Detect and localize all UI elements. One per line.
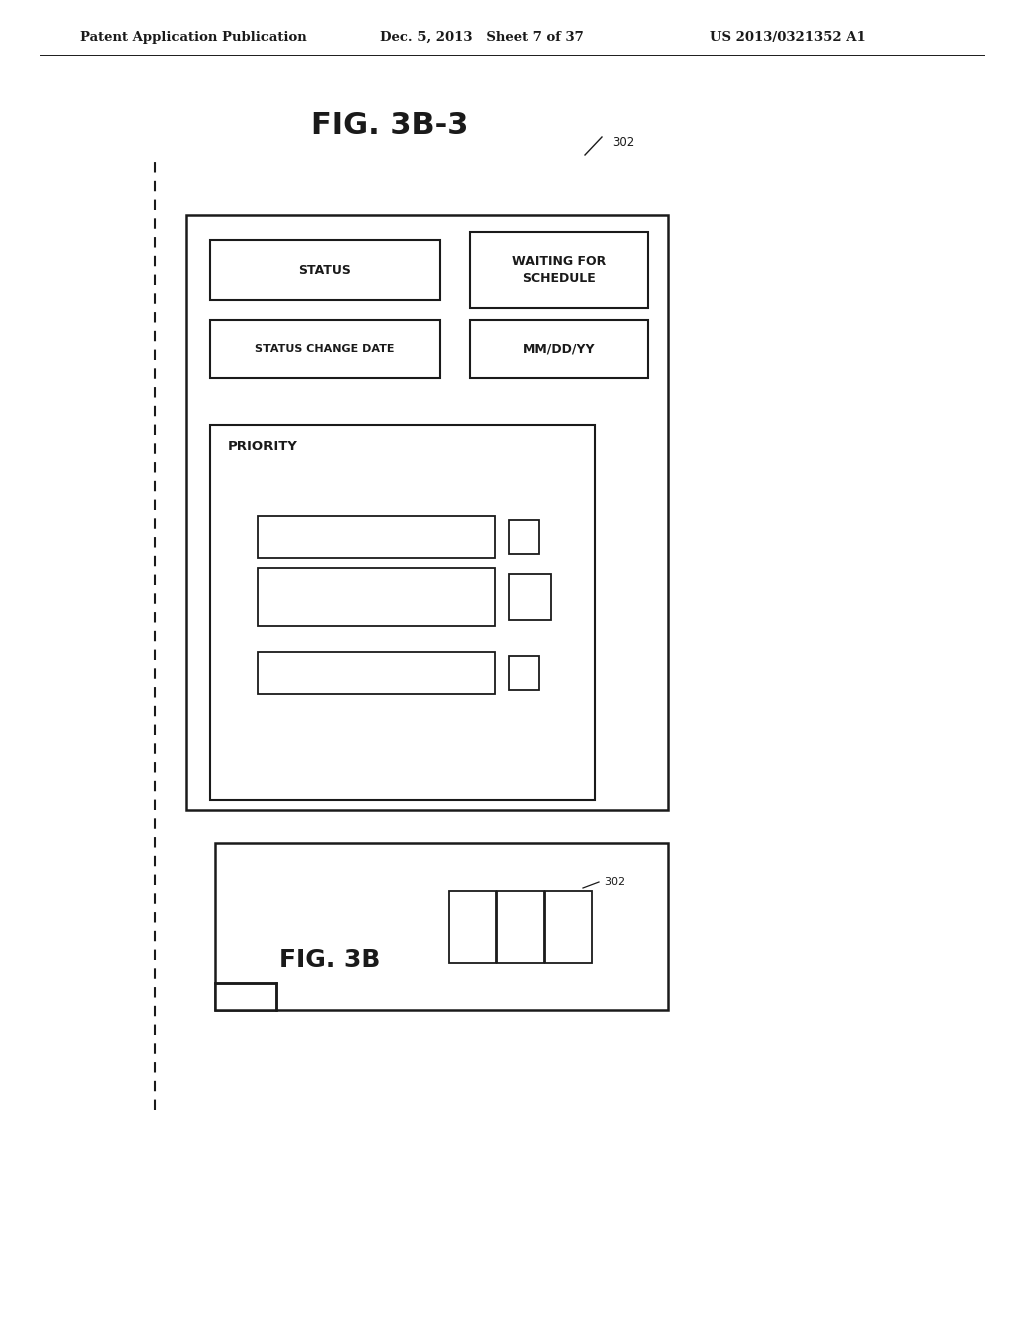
Text: JUSTIFICATION OF
PRIORITY: JUSTIFICATION OF PRIORITY [321,586,432,609]
Text: Patent Application Publication: Patent Application Publication [80,30,307,44]
Text: MM/DD/YY: MM/DD/YY [522,342,595,355]
Text: FIG.
3B-2: FIG. 3B-2 [507,916,534,937]
Bar [258,516,495,558]
Bar [470,232,648,308]
Bar [210,240,440,300]
Bar [215,983,276,1010]
Text: FIG.
3B-3: FIG. 3B-3 [555,916,582,937]
Text: STATUS: STATUS [299,264,351,276]
Text: RISK ASSESSMENT: RISK ASSESSMENT [318,668,434,678]
Text: FIG. 3B: FIG. 3B [280,948,381,972]
Bar [545,891,592,964]
Bar [509,574,551,620]
Text: US 2013/0321352 A1: US 2013/0321352 A1 [710,30,865,44]
Bar [258,568,495,626]
Bar [470,319,648,378]
Bar [210,319,440,378]
Text: PRIORITY: PRIORITY [347,532,406,543]
Bar [258,652,495,694]
Bar [186,215,668,810]
Bar [449,891,496,964]
Text: FIG.
3B-1: FIG. 3B-1 [459,916,485,937]
Text: 302: 302 [612,136,634,149]
Bar [509,520,540,554]
Text: 302: 302 [604,876,625,887]
Text: PRIORITY: PRIORITY [228,440,298,453]
Text: FIG. 3B-3: FIG. 3B-3 [311,111,469,140]
Bar [210,425,595,800]
Bar [497,891,544,964]
Bar [509,656,540,690]
Bar [215,843,668,1010]
Text: WAITING FOR
SCHEDULE: WAITING FOR SCHEDULE [512,255,606,285]
Text: Dec. 5, 2013   Sheet 7 of 37: Dec. 5, 2013 Sheet 7 of 37 [380,30,584,44]
Text: STATUS CHANGE DATE: STATUS CHANGE DATE [255,345,394,354]
